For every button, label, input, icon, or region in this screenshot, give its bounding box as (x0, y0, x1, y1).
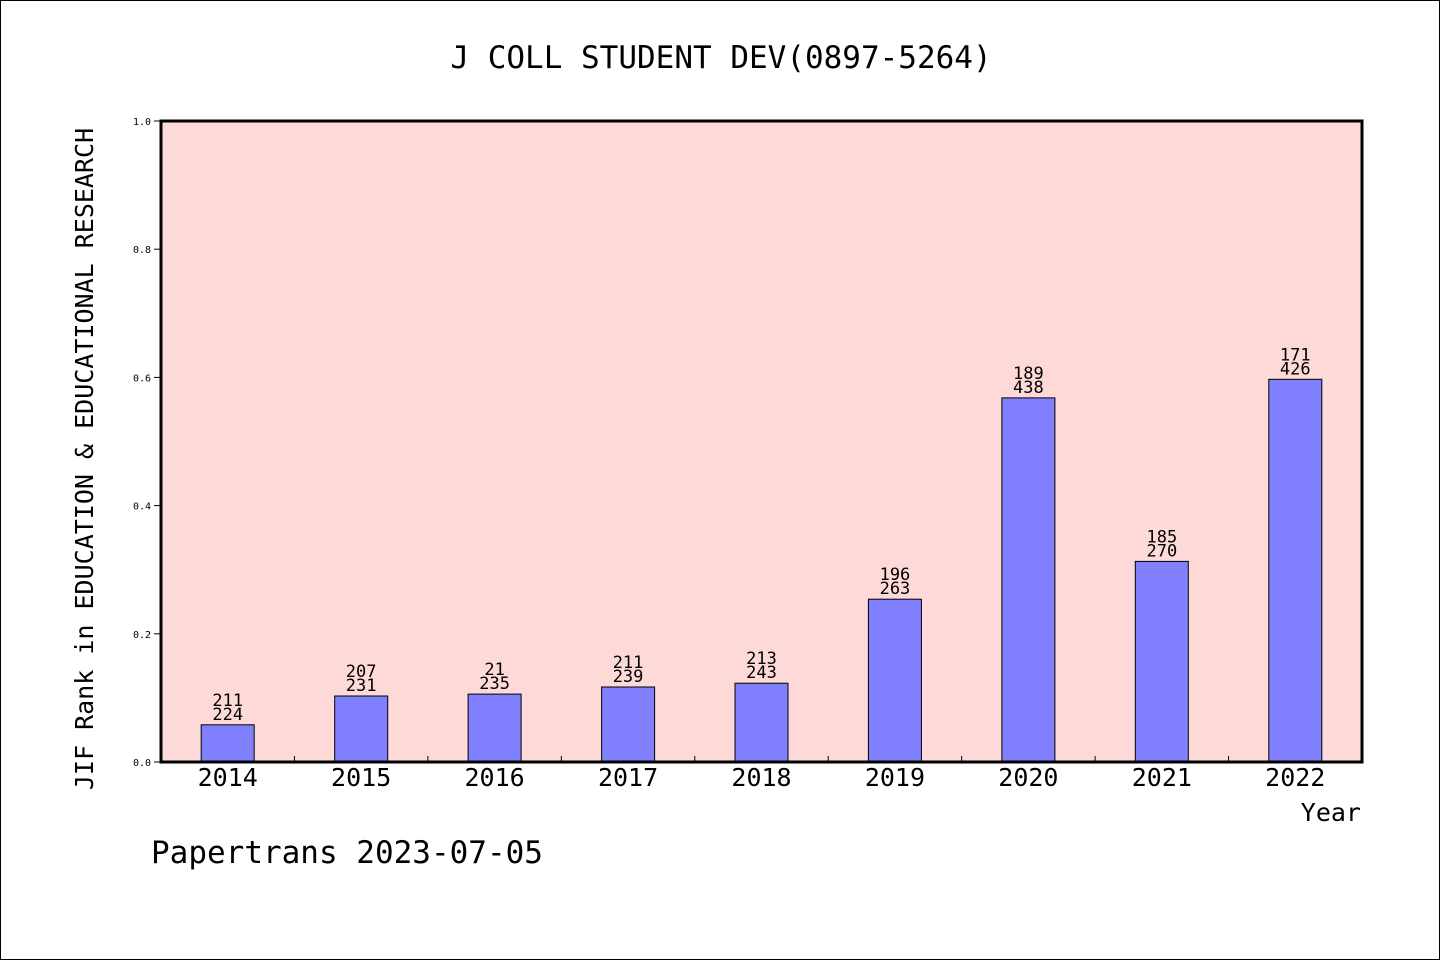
x-tick-label-2021: 2021 (1132, 763, 1192, 792)
y-tick-label-0.2: 0.2 (133, 630, 151, 641)
data-label-rank-2018: 213 (746, 649, 777, 669)
bar-2021 (1134, 560, 1189, 763)
source-date-label: Papertrans 2023-07-05 (151, 835, 543, 871)
chart-title: J COLL STUDENT DEV(0897-5264) (450, 40, 991, 76)
data-label-rank-2014: 211 (212, 691, 243, 711)
data-label-rank-2017: 211 (613, 653, 644, 673)
bar-2019 (867, 598, 922, 763)
data-label-total-2015: 231 (346, 676, 377, 696)
bar-2020 (1001, 397, 1056, 763)
y-axis-label: JIF Rank in EDUCATION & EDUCATIONAL RESE… (70, 128, 99, 790)
data-label-rank-2015: 207 (346, 662, 377, 682)
y-axis-ticks: 0.0 0.2 0.4 0.6 0.8 1.0 (133, 117, 161, 769)
x-tick-label-2015: 2015 (331, 763, 391, 792)
x-tick-label-2016: 2016 (465, 763, 525, 792)
data-label-total-2020: 438 (1013, 378, 1044, 398)
data-label-total-2021: 270 (1146, 541, 1177, 561)
y-tick-label-0.6: 0.6 (133, 373, 151, 384)
bar-2015 (334, 695, 389, 763)
bar-2014 (200, 724, 255, 763)
data-label-rank-2016: 21 (484, 660, 504, 680)
y-tick-label-0.8: 0.8 (133, 245, 151, 256)
x-axis-ticks: 2014 2015 2016 2017 2018 2019 2020 2021 2022 (198, 756, 1325, 792)
data-label-total-2017: 239 (613, 667, 644, 687)
x-axis-label: Year (1301, 798, 1361, 827)
data-label-total-2014: 224 (212, 705, 243, 725)
bar-2017 (601, 686, 656, 763)
x-tick-label-2018: 2018 (731, 763, 791, 792)
x-tick-label-2017: 2017 (598, 763, 658, 792)
bar-2018 (734, 682, 789, 763)
data-label-rank-2022: 171 (1280, 345, 1311, 365)
y-tick-label-1.0: 1.0 (133, 117, 151, 128)
x-tick-label-2014: 2014 (198, 763, 258, 792)
data-labels-layer: 2112242072312123521123921324319626318943… (212, 345, 1310, 725)
x-tick-label-2019: 2019 (865, 763, 925, 792)
data-label-rank-2020: 189 (1013, 364, 1044, 384)
data-label-total-2016: 235 (479, 674, 510, 694)
data-label-total-2018: 243 (746, 663, 777, 683)
data-label-rank-2019: 196 (880, 565, 911, 585)
data-label-total-2019: 263 (880, 579, 911, 599)
plot-border (159, 119, 1364, 764)
x-tick-label-2020: 2020 (998, 763, 1058, 792)
data-label-total-2022: 426 (1280, 359, 1311, 379)
y-tick-label-0.0: 0.0 (133, 758, 151, 769)
y-tick-label-0.4: 0.4 (133, 502, 151, 513)
bar-2022 (1268, 378, 1323, 763)
bar-2016 (467, 693, 522, 763)
bars-layer (200, 378, 1323, 763)
data-label-rank-2021: 185 (1146, 527, 1177, 547)
x-tick-label-2022: 2022 (1265, 763, 1325, 792)
